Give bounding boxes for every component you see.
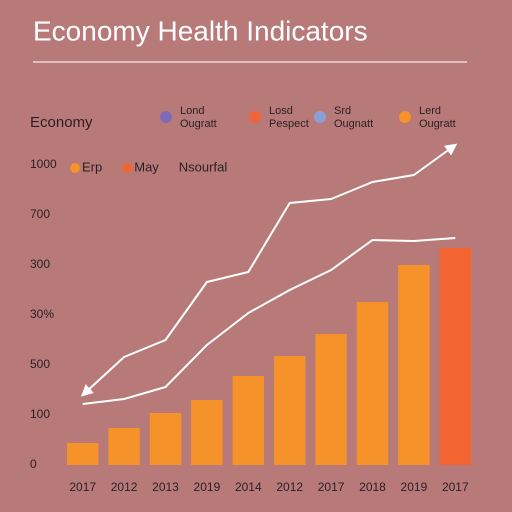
bar [439, 248, 472, 465]
y-tick-label: 300 [30, 257, 50, 271]
line [82, 237, 456, 405]
legend-label: Ougratt [180, 118, 217, 130]
legend-marker [399, 111, 411, 123]
bar [273, 356, 306, 465]
legend-label: Lond [180, 105, 204, 117]
legend-label: Ougnatt [334, 118, 373, 130]
x-tick-label: 2018 [359, 480, 386, 494]
legend-label: Lerd [419, 105, 441, 117]
legend-label: Losd [269, 105, 293, 117]
legend-marker [249, 111, 261, 123]
legend-label: Erp [82, 159, 102, 174]
y-axis-label: Economy [30, 114, 93, 131]
x-tick-label: 2014 [235, 480, 262, 494]
bar [356, 302, 389, 465]
x-tick-label: 2012 [111, 480, 138, 494]
legend-marker [160, 111, 172, 123]
legend-label: Ougratt [419, 118, 456, 130]
bar [398, 265, 430, 465]
x-tick-label: 2012 [276, 480, 303, 494]
y-tick-label: 700 [30, 207, 50, 221]
x-tick-label: 2019 [401, 480, 428, 494]
legend-label: Pespect [269, 118, 309, 130]
x-tick-label: 2017 [442, 480, 469, 494]
x-tick-label: 2019 [194, 480, 221, 494]
y-tick-label: 30% [30, 307, 54, 321]
legend-marker [314, 111, 326, 123]
legend-label: Nsourfal [179, 159, 228, 174]
y-tick-label: 500 [30, 357, 50, 371]
legend-marker [70, 163, 80, 173]
legend-marker [122, 163, 133, 173]
x-tick-label: 2017 [69, 480, 96, 494]
y-tick-label: 1000 [30, 157, 57, 171]
x-tick-label: 2013 [152, 480, 179, 494]
legend-label: Srd [334, 105, 351, 117]
bar [315, 334, 347, 465]
y-tick-label: 100 [30, 407, 50, 421]
legend-label: May [134, 159, 159, 174]
bar [232, 376, 265, 465]
bar [191, 400, 223, 465]
bar [66, 443, 99, 465]
x-tick-label: 2017 [318, 480, 345, 494]
bar [108, 428, 140, 465]
line [80, 143, 458, 397]
bar [149, 413, 182, 465]
y-tick-label: 0 [30, 457, 37, 471]
chart-title: Economy Health Indicators [33, 15, 368, 46]
